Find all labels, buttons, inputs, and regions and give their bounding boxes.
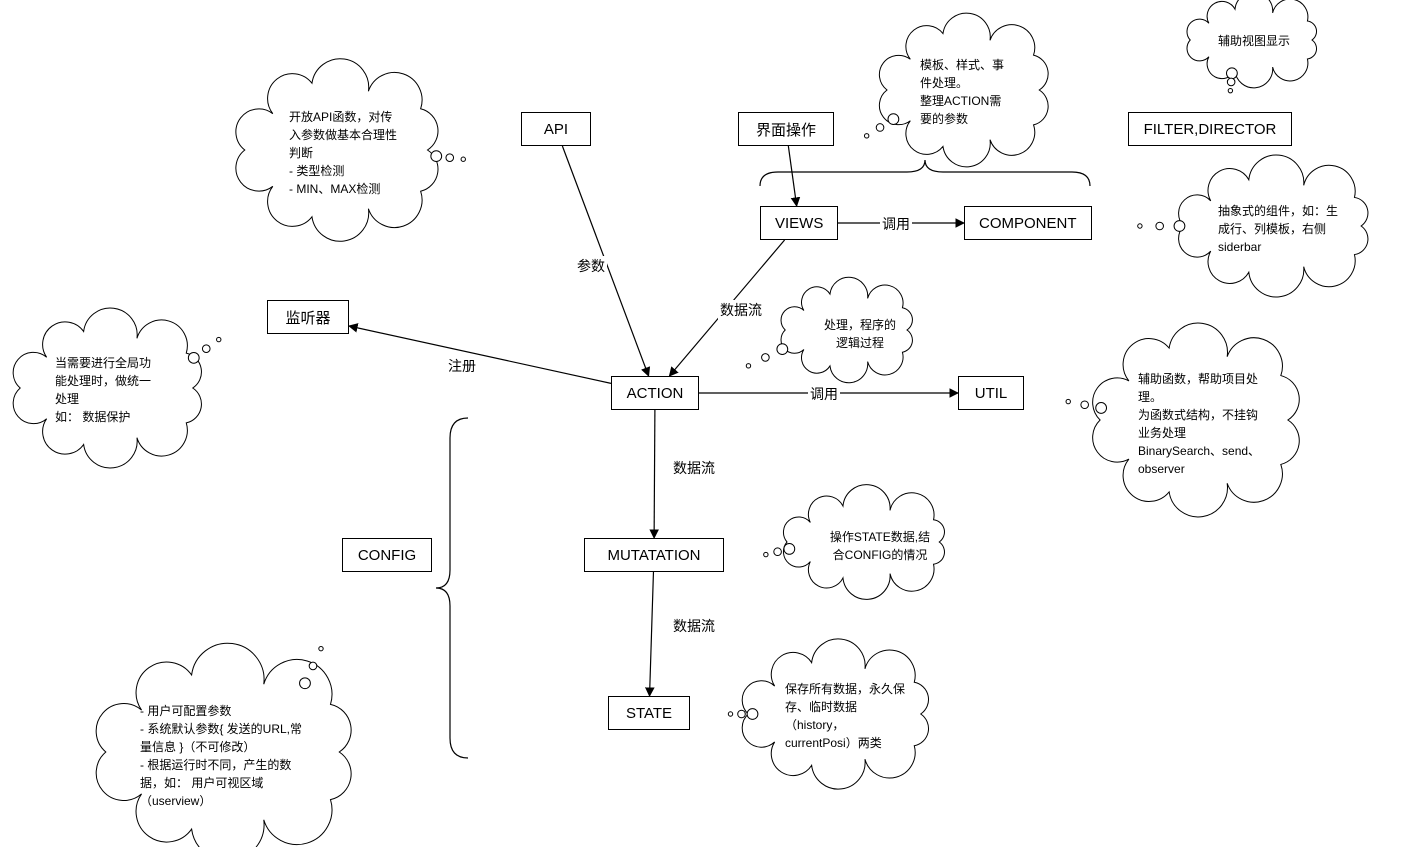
cloud-tail-dot [300, 678, 311, 689]
cloud-text-listener_note: 当需要进行全局功 能处理时，做统一 处理 如： 数据保护 [55, 354, 195, 426]
cloud-tail-dot [747, 709, 758, 720]
cloud-tail-dot [762, 354, 770, 362]
cloud-tail-dot [876, 124, 884, 132]
cloud-text-filter_note: 辅助视图显示 [1218, 32, 1308, 50]
node-action: ACTION [611, 376, 699, 410]
cloud-tail-dot [1174, 221, 1185, 232]
brace-config [436, 418, 468, 758]
node-listener: 监听器 [267, 300, 349, 334]
cloud-tail-dot [1228, 88, 1232, 92]
node-views: VIEWS [760, 206, 838, 240]
edge-label-views-component: 调用 [880, 214, 912, 234]
cloud-tail-dot [784, 543, 795, 554]
cloud-tail-dot [728, 712, 732, 716]
edge-mutation-state [650, 572, 654, 696]
edge-label-action-mutation: 数据流 [671, 458, 717, 478]
edge-listener-action [349, 326, 611, 383]
node-config: CONFIG [342, 538, 432, 572]
edge-label-action-util: 调用 [808, 384, 840, 404]
edge-label-listener-action: 注册 [446, 356, 478, 376]
edge-label-api-action: 参数 [575, 256, 607, 276]
edge-ui_op-views [788, 146, 796, 206]
node-api: API [521, 112, 591, 146]
cloud-text-api_note: 开放API函数，对传 入参数做基本合理性 判断 - 类型检测 - MIN、MAX… [289, 108, 439, 198]
cloud-tail-dot [1226, 68, 1237, 79]
node-filter: FILTER,DIRECTOR [1128, 112, 1292, 146]
cloud-tail-dot [202, 345, 210, 353]
cloud-tail-dot [461, 157, 465, 161]
cloud-tail-dot [217, 337, 221, 341]
cloud-tail-dot [1081, 401, 1089, 409]
cloud-text-config_note: - 用户可配置参数 - 系统默认参数{ 发送的URL,常 量信息 }（不可修改）… [140, 702, 340, 810]
cloud-text-ui_note: 模板、样式、事 件处理。 整理ACTION需 要的参数 [920, 56, 1040, 128]
edge-action-mutation [654, 410, 655, 538]
cloud-tail-dot [1156, 222, 1164, 230]
cloud-text-component_note: 抽象式的组件，如：生 成行、列模板，右侧 siderbar [1218, 202, 1363, 256]
cloud-text-util_note: 辅助函数，帮助项目处 理。 为函数式结构，不挂钩 业务处理 BinarySear… [1138, 370, 1293, 478]
cloud-text-mutation_note: 操作STATE数据,结 合CONFIG的情况 [820, 528, 940, 564]
cloud-text-state_note: 保存所有数据，永久保 存、临时数据 （history， currentPosi）… [785, 680, 925, 752]
node-util: UTIL [958, 376, 1024, 410]
cloud-tail-dot [446, 154, 454, 162]
cloud-tail-dot [774, 548, 782, 556]
node-component: COMPONENT [964, 206, 1092, 240]
edge-label-mutation-state: 数据流 [671, 616, 717, 636]
cloud-tail-dot [764, 552, 768, 556]
cloud-tail-dot [777, 344, 788, 355]
cloud-tail-dot [1096, 403, 1107, 414]
node-state: STATE [608, 696, 690, 730]
cloud-tail-dot [746, 364, 750, 368]
cloud-tail-dot [319, 646, 323, 650]
node-ui_op: 界面操作 [738, 112, 834, 146]
cloud-tail-dot [864, 134, 868, 138]
node-mutation: MUTATATION [584, 538, 724, 572]
cloud-tail-dot [738, 710, 746, 718]
cloud-tail-dot [309, 662, 317, 670]
cloud-text-action_note: 处理，程序的 逻辑过程 [815, 316, 905, 352]
cloud-tail-dot [888, 114, 899, 125]
brace-views-group [760, 160, 1090, 186]
cloud-tail-dot [1138, 224, 1142, 228]
cloud-tail-dot [1066, 399, 1070, 403]
cloud-tail-dot [1227, 78, 1235, 86]
edge-label-views-action: 数据流 [718, 300, 764, 320]
